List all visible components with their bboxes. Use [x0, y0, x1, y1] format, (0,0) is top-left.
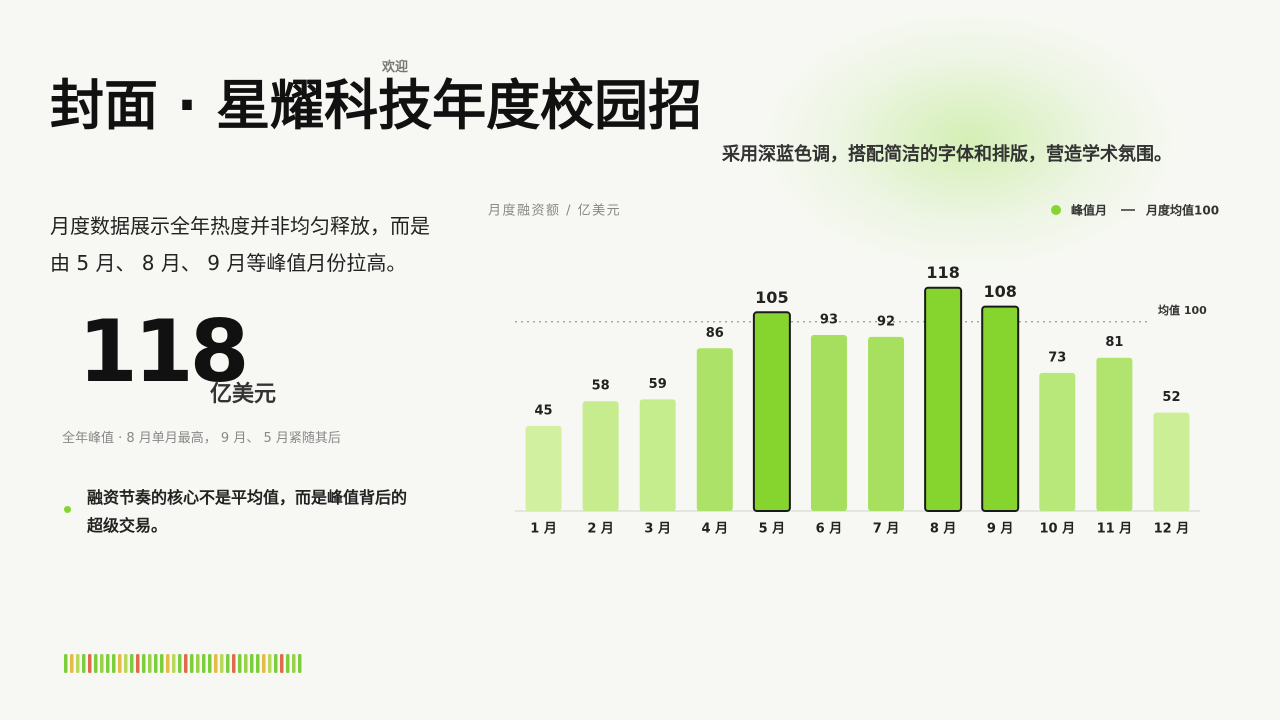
legend-peak-swatch [1051, 205, 1061, 215]
stripe-tick [70, 654, 74, 673]
value-label: 118 [926, 263, 959, 282]
stripe-tick [154, 654, 158, 673]
average-label: 均值 100 [1158, 303, 1207, 317]
x-tick-label: 2 月 [587, 522, 614, 537]
eyebrow: 欢迎 [381, 60, 408, 75]
stripe-tick [226, 654, 230, 673]
stripe-tick [100, 654, 104, 673]
stripe-tick [118, 654, 122, 673]
stripe-tick [280, 654, 284, 673]
value-label: 73 [1048, 350, 1066, 365]
x-tick-label: 7 月 [873, 522, 900, 537]
stripe-tick [298, 654, 302, 673]
peak-bar [981, 305, 1020, 512]
kpi-unit: 亿美元 [210, 382, 277, 407]
kpi-value: 118 [78, 302, 250, 402]
x-tick-label: 11 月 [1097, 522, 1133, 537]
stripe-tick [244, 654, 248, 673]
subtitle: 采用深蓝色调，搭配简洁的字体和排版，营造学术氛围。 [722, 144, 1172, 165]
stripe-tick [292, 654, 296, 673]
value-label: 93 [820, 313, 838, 328]
value-label: 86 [706, 326, 724, 341]
stripe-tick [88, 654, 92, 673]
lead: 月度数据展示全年热度并非均匀释放，而是由 5 月、 8 月、 9 月等峰值月份拉… [50, 214, 430, 275]
stripe-tick [106, 654, 110, 673]
stripe-tick [190, 654, 194, 673]
stripe-tick [184, 654, 188, 673]
value-label: 81 [1105, 335, 1123, 350]
peak-bar [924, 286, 963, 513]
bar [639, 399, 676, 511]
bar [582, 401, 619, 511]
value-label: 52 [1162, 390, 1180, 405]
stripe-tick [172, 654, 176, 673]
stripe-tick [124, 654, 128, 673]
stripe-tick [142, 654, 146, 673]
x-tick-label: 5 月 [759, 522, 786, 537]
stripe-tick [178, 654, 182, 673]
stripe-tick [82, 654, 86, 673]
x-tick-label: 3 月 [644, 522, 671, 537]
x-tick-label: 1 月 [530, 522, 557, 537]
stripe-tick [166, 654, 170, 673]
stripe-tick [148, 654, 152, 673]
stripe-tick [196, 654, 200, 673]
stripe-tick [130, 654, 134, 673]
bar [810, 335, 847, 511]
bullet: 融资节奏的核心不是平均值，而是峰值背后的超级交易。 [87, 488, 408, 535]
value-label: 105 [755, 288, 788, 307]
title: 封面 · 星耀科技年度校园招 [50, 74, 703, 137]
stripe-tick [136, 654, 140, 673]
x-tick-label: 4 月 [702, 522, 729, 537]
value-label: 45 [534, 403, 552, 418]
value-label: 92 [877, 314, 895, 329]
stripe-tick [214, 654, 218, 673]
stripe-tick [202, 654, 206, 673]
x-tick-label: 10 月 [1039, 522, 1075, 537]
decor-stripe [64, 654, 302, 673]
y-axis-label: 月度融资额 / 亿美元 [488, 203, 621, 219]
stripe-tick [76, 654, 80, 673]
stripe-tick [250, 654, 254, 673]
value-label: 108 [984, 282, 1017, 301]
background-glow [760, 10, 1180, 270]
peak-bar [752, 311, 791, 512]
stripe-tick [94, 654, 98, 673]
stripe-tick [220, 654, 224, 673]
bar [1039, 372, 1076, 511]
stripe-tick [208, 654, 212, 673]
stripe-tick [262, 654, 266, 673]
stripe-tick [268, 654, 272, 673]
stripe-tick [64, 654, 68, 673]
kpi-caption: 全年峰值 · 8 月单月最高， 9 月、 5 月紧随其后 [62, 431, 341, 446]
value-label: 59 [649, 377, 667, 392]
bar [696, 348, 733, 511]
x-tick-label: 6 月 [816, 522, 843, 537]
stripe-tick [112, 654, 116, 673]
value-label: 58 [592, 379, 610, 394]
bar [1153, 412, 1190, 511]
stripe-tick [286, 654, 290, 673]
stripe-tick [256, 654, 260, 673]
x-tick-label: 8 月 [930, 522, 957, 537]
bar [868, 336, 905, 511]
legend-average: 月度均值100 [1145, 203, 1219, 218]
bullet-dot [64, 506, 71, 513]
legend-peak: 峰值月 [1071, 203, 1107, 218]
x-tick-label: 9 月 [987, 522, 1014, 537]
bar [1096, 357, 1133, 511]
stripe-tick [232, 654, 236, 673]
bar [525, 425, 562, 511]
x-tick-label: 12 月 [1154, 522, 1190, 537]
stripe-tick [274, 654, 278, 673]
stripe-tick [238, 654, 242, 673]
stripe-tick [160, 654, 164, 673]
